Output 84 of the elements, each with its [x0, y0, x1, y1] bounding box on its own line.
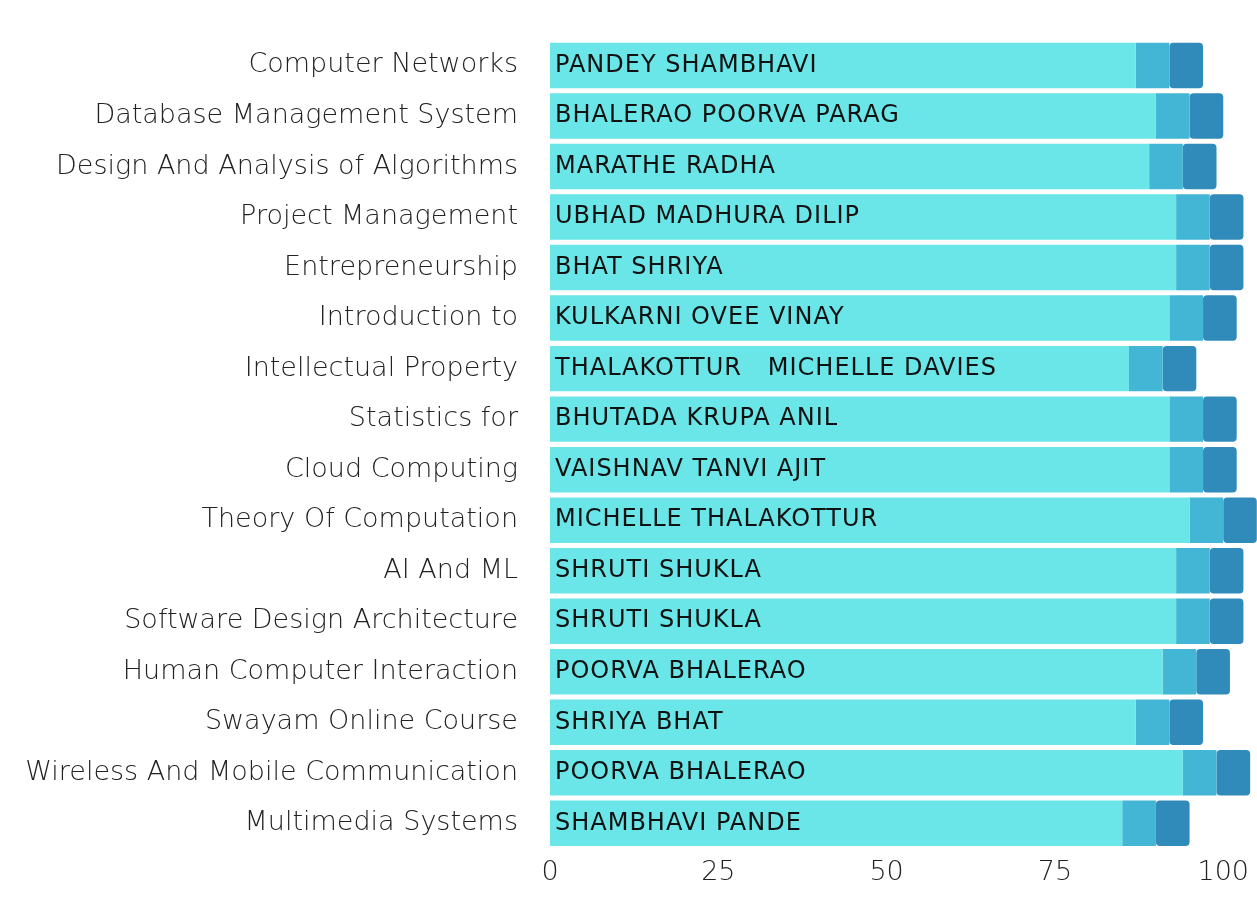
y-tick-label: Multimedia Systems [244, 805, 518, 837]
x-tick-label: 25 [701, 854, 736, 886]
bar [1176, 547, 1210, 594]
bar [1169, 295, 1204, 341]
annotation: VAISHNAV TANVI AJIT [555, 453, 827, 482]
bar [1182, 143, 1217, 190]
annotation: THALAKOTTUR MICHELLE DAVIES [554, 352, 997, 381]
bar [1176, 598, 1210, 644]
bar [550, 800, 1123, 847]
bar [550, 295, 1170, 341]
bar [1169, 699, 1204, 746]
bar [1162, 649, 1197, 695]
bar [1128, 345, 1163, 392]
y-tick-label: Computer Networks [248, 47, 518, 79]
y-tick-label: Entrepreneurship [284, 249, 518, 281]
y-tick-label: Wireless And Mobile Communication [25, 754, 518, 786]
bar [550, 446, 1170, 493]
y-tick-label: Project Management [240, 199, 518, 231]
bar [1203, 295, 1237, 341]
annotation: POORVA BHALERAO [555, 757, 807, 786]
bar [1169, 446, 1204, 493]
bar [550, 699, 1136, 746]
annotation: SHRIYA BHAT [555, 706, 724, 735]
bar [1216, 750, 1251, 796]
bar [1189, 497, 1224, 543]
x-tick-label: 75 [1037, 854, 1073, 886]
y-tick-label: Design And Analysis of Algorithms [56, 148, 518, 180]
bar [1169, 42, 1204, 89]
annotation: SHRUTI SHUKLA [555, 554, 762, 583]
bar [1203, 396, 1237, 442]
bar [1196, 649, 1230, 695]
y-tick-label: Software Design Architecture [124, 603, 518, 635]
bar [550, 598, 1177, 644]
annotation: PANDEY SHAMBHAVI [555, 49, 818, 78]
bar [1162, 345, 1197, 392]
bar [1122, 800, 1156, 847]
bar [550, 244, 1177, 291]
x-tick-label: 0 [541, 854, 559, 886]
annotation: POORVA BHALERAO [555, 656, 807, 684]
bar [550, 93, 1156, 139]
bar [1135, 42, 1170, 89]
annotation: SHRUTI SHUKLA [555, 605, 762, 634]
bar [550, 497, 1190, 543]
y-tick-label: Swayam Online Course [204, 704, 518, 736]
bar [1169, 396, 1204, 442]
bar [1155, 800, 1190, 847]
bar [550, 194, 1177, 240]
y-tick-label: Theory Of Computation [201, 502, 518, 534]
bar [1209, 244, 1244, 291]
x-tick-label: 50 [869, 854, 904, 886]
bar [1155, 93, 1190, 139]
y-tick-label: Intellectual Property [244, 350, 518, 382]
bar [550, 42, 1136, 89]
bar [550, 547, 1177, 594]
annotation: BHUTADA KRUPA ANIL [555, 403, 839, 432]
bar [1209, 194, 1244, 240]
bar [1189, 93, 1224, 139]
y-tick-label: Human Computer Interaction [122, 653, 518, 685]
annotation: MICHELLE THALAKOTTUR [555, 504, 879, 533]
annotation: UBHAD MADHURA DILIP [555, 201, 861, 230]
annotation: BHAT SHRIYA [555, 251, 724, 280]
bar [1223, 497, 1257, 543]
y-tick-label: Cloud Computing [284, 451, 518, 483]
annotation: KULKARNI OVEE VINAY [555, 302, 845, 331]
bar [550, 143, 1150, 190]
bar [1176, 244, 1210, 291]
bar [550, 396, 1170, 442]
bar [1149, 143, 1183, 190]
bar [1182, 750, 1217, 796]
bar [1209, 547, 1244, 594]
bar [550, 750, 1183, 796]
bar [1135, 699, 1170, 746]
y-tick-label: Statistics for [348, 401, 519, 433]
y-tick-label: AI And ML [383, 552, 518, 584]
bar [1176, 194, 1210, 240]
y-tick-label: Database Management System [94, 98, 518, 129]
bar [1203, 446, 1237, 493]
bar [550, 649, 1163, 695]
annotation: MARATHE RADHA [555, 150, 776, 179]
y-tick-label: Introduction to [318, 300, 518, 332]
bar [1209, 598, 1244, 644]
annotation: BHALERAO POORVA PARAG [555, 100, 900, 129]
x-tick-label: 100 [1197, 854, 1250, 886]
annotation: SHAMBHAVI PANDE [555, 807, 802, 836]
